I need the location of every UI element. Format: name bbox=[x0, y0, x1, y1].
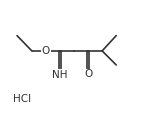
Text: O: O bbox=[84, 69, 92, 79]
Text: HCl: HCl bbox=[13, 94, 31, 104]
Text: O: O bbox=[42, 46, 50, 56]
Text: NH: NH bbox=[52, 70, 68, 80]
